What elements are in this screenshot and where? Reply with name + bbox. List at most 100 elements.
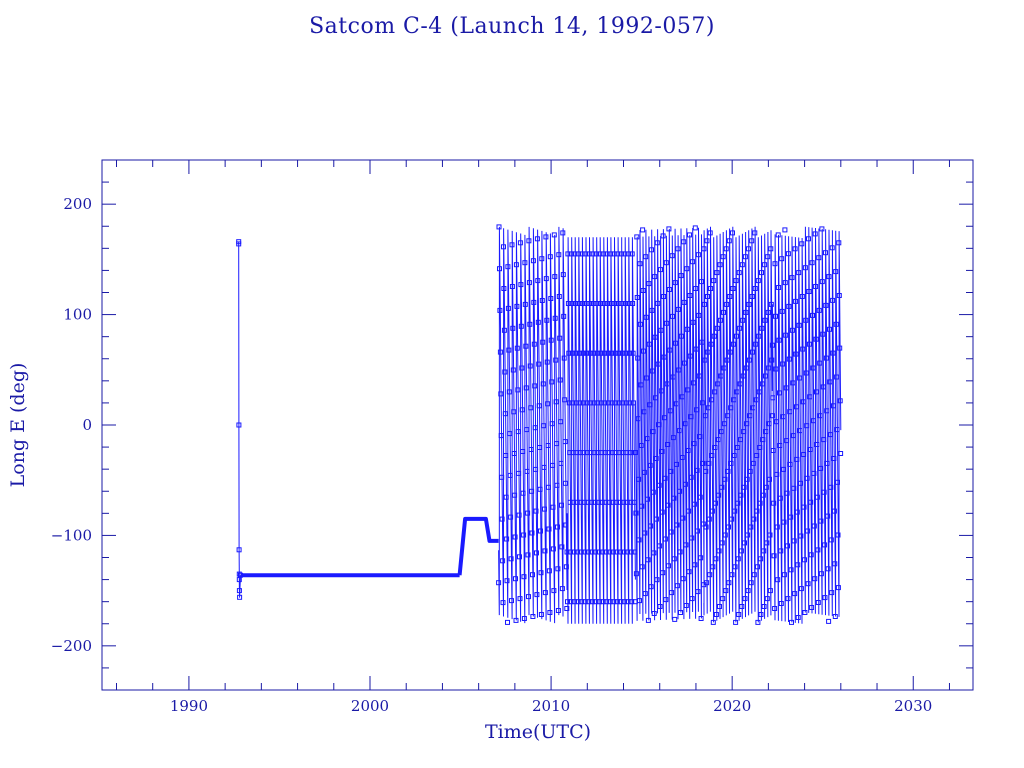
- drift-point: [550, 546, 556, 552]
- drift-point: [777, 390, 782, 396]
- launch-transfer-line: [238, 241, 241, 598]
- drift-point: [680, 576, 686, 582]
- drift-point: [753, 341, 759, 347]
- drift-point: [636, 537, 642, 543]
- drift-point: [534, 236, 540, 242]
- drift-point: [785, 596, 791, 602]
- drift-point: [526, 280, 532, 286]
- drift-point: [687, 353, 693, 359]
- drift-point: [498, 391, 504, 397]
- drift-point: [811, 470, 817, 476]
- drift-point: [701, 301, 707, 307]
- drift-point: [504, 536, 510, 542]
- drift-point: [833, 269, 839, 275]
- drift-point: [659, 449, 665, 454]
- drift-point: [677, 549, 683, 555]
- drift-track: [703, 226, 773, 623]
- drift-point: [677, 488, 683, 494]
- drift-point: [693, 346, 699, 352]
- drift-point: [678, 333, 684, 339]
- drift-point: [530, 258, 536, 264]
- drift-point: [730, 230, 735, 236]
- drift-point: [554, 482, 560, 488]
- drift-point: [521, 616, 527, 621]
- drift-point: [834, 427, 840, 433]
- drift-point: [502, 369, 508, 375]
- drift-point: [666, 287, 672, 292]
- drift-point: [511, 409, 517, 415]
- drift-point: [522, 301, 528, 307]
- drift-point: [496, 224, 502, 230]
- drift-point: [835, 585, 841, 591]
- drift-point: [802, 557, 807, 563]
- drift-point: [750, 460, 756, 466]
- drift-point: [671, 495, 677, 501]
- drift-point: [786, 303, 792, 309]
- drift-point: [556, 252, 562, 258]
- drift-point: [729, 572, 735, 578]
- drift-point: [553, 399, 559, 405]
- drift-point: [662, 475, 668, 481]
- drift-point: [546, 526, 552, 532]
- drift-point: [562, 439, 568, 445]
- drift-point: [720, 254, 726, 260]
- drift-point: [828, 537, 834, 543]
- drift-point: [533, 508, 539, 514]
- drift-point: [763, 429, 769, 435]
- drift-point: [527, 321, 533, 327]
- drift-point: [505, 264, 511, 270]
- drift-point: [504, 578, 510, 584]
- drift-point: [788, 567, 794, 573]
- drift-point: [690, 319, 696, 325]
- drift-point: [667, 408, 673, 414]
- drift-point: [647, 402, 653, 408]
- chart-title: Satcom C-4 (Launch 14, 1992-057): [309, 14, 715, 39]
- drift-point: [537, 486, 543, 492]
- x-tick-label: 1990: [170, 697, 208, 715]
- drift-point: [668, 529, 674, 535]
- drift-point: [682, 360, 687, 366]
- drift-point: [752, 286, 758, 291]
- drift-point: [640, 288, 646, 293]
- drift-point: [722, 532, 728, 538]
- drift-point: [813, 336, 819, 342]
- drift-point: [558, 460, 564, 466]
- drift-point: [529, 530, 535, 536]
- drift-point: [652, 334, 658, 340]
- drift-point: [791, 538, 797, 544]
- drift-point: [789, 327, 795, 333]
- drift-point: [559, 502, 564, 508]
- drift-point: [764, 540, 770, 546]
- drift-point: [550, 462, 556, 468]
- drift-point: [777, 443, 783, 448]
- drift-point: [759, 381, 765, 387]
- drift-point: [650, 489, 656, 495]
- drift-point: [780, 361, 786, 367]
- drift-point: [768, 246, 774, 252]
- drift-point: [518, 282, 524, 288]
- drift-point: [787, 461, 793, 467]
- drift-point: [732, 508, 738, 514]
- drift-point: [815, 600, 821, 605]
- drift-point: [640, 227, 646, 233]
- drift-point: [741, 484, 747, 490]
- drift-point: [554, 441, 560, 447]
- drift-point: [501, 327, 507, 333]
- drift-point: [552, 315, 558, 321]
- drift-point: [777, 495, 783, 501]
- drift-track: [566, 237, 636, 624]
- drift-point: [707, 230, 713, 236]
- drift-point: [731, 453, 737, 458]
- drift-point: [525, 552, 531, 558]
- drift-point: [555, 566, 561, 572]
- drift-point: [722, 476, 728, 482]
- drift-point: [528, 405, 534, 411]
- drift-point: [559, 586, 565, 592]
- drift-point: [759, 325, 765, 331]
- drift-point: [823, 250, 828, 256]
- drift-point: [717, 317, 723, 323]
- drift-point: [821, 489, 827, 495]
- drift-point: [733, 619, 739, 625]
- drift-point: [713, 556, 719, 562]
- drift-point: [499, 474, 505, 480]
